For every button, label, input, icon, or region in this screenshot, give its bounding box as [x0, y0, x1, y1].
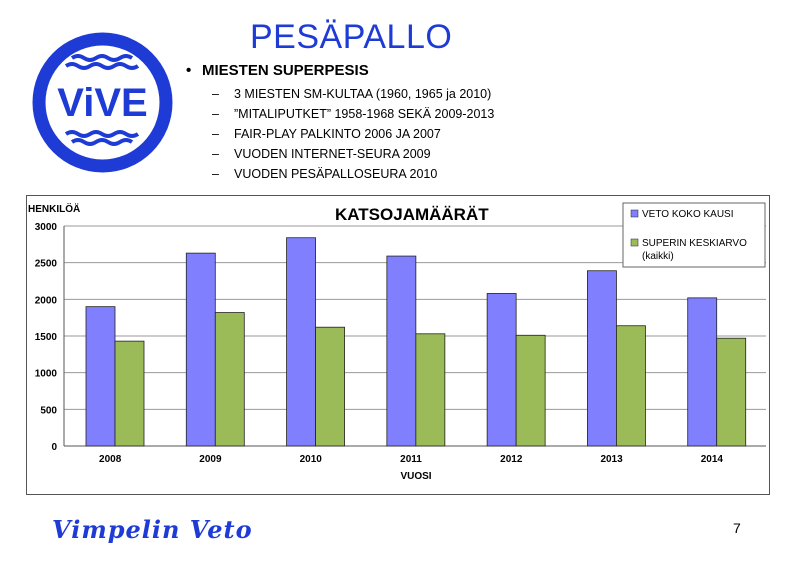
sub-item: – VUODEN INTERNET-SEURA 2009	[212, 144, 494, 164]
slide-title: PESÄPALLO	[250, 18, 453, 56]
dash-icon: –	[212, 127, 219, 141]
sub-list: – 3 MIESTEN SM-KULTAA (1960, 1965 ja 2010…	[212, 84, 494, 184]
y-tick-label: 1500	[35, 332, 58, 343]
page-number: 7	[733, 520, 741, 536]
y-axis-label: HENKILÖÄ	[28, 202, 80, 215]
legend-label: SUPERIN KESKIARVO	[642, 238, 747, 249]
bar-veto	[687, 297, 718, 447]
bar-veto	[486, 293, 517, 447]
legend-label-sub: (kaikki)	[642, 251, 674, 262]
y-tick-label: 3000	[35, 222, 58, 233]
sub-item: – FAIR-PLAY PALKINTO 2006 JA 2007	[212, 124, 494, 144]
sub-item: – ”MITALIPUTKET” 1958-1968 SEKÄ 2009-2013	[212, 104, 494, 124]
dash-icon: –	[212, 147, 219, 161]
x-axis-label: VUOSI	[400, 471, 431, 482]
dash-icon: –	[212, 107, 219, 121]
logo-text: ViVE	[57, 81, 147, 125]
y-tick-label: 1000	[35, 369, 58, 380]
dash-icon: –	[212, 87, 219, 101]
y-tick-label: 0	[51, 442, 57, 453]
sub-item-text: VUODEN INTERNET-SEURA 2009	[234, 147, 431, 161]
bar-superin	[616, 325, 646, 447]
bar-veto	[386, 255, 417, 447]
main-bullet: • MIESTEN SUPERPESIS	[186, 62, 369, 79]
bar-veto	[587, 270, 617, 447]
footer-logo: Vimpelin Veto	[52, 515, 253, 544]
bullet-dot-icon: •	[186, 62, 192, 79]
legend-swatch	[630, 209, 639, 218]
chart-title: KATSOJAMÄÄRÄT	[335, 205, 489, 224]
x-tick-label: 2008	[99, 454, 122, 465]
dash-icon: –	[212, 167, 219, 181]
y-tick-label: 2000	[35, 295, 58, 306]
y-tick-label: 2500	[35, 259, 58, 270]
sub-item: – VUODEN PESÄPALLOSEURA 2010	[212, 164, 494, 184]
y-tick-label: 500	[40, 405, 57, 416]
x-tick-label: 2009	[199, 454, 222, 465]
x-tick-label: 2014	[701, 454, 724, 465]
bar-superin	[214, 312, 245, 447]
sub-item-text: FAIR-PLAY PALKINTO 2006 JA 2007	[234, 127, 441, 141]
bar-superin	[415, 333, 446, 447]
bar-superin	[315, 326, 345, 447]
legend-swatch	[630, 238, 639, 247]
bar-veto	[185, 252, 216, 447]
vive-logo: ViVE	[32, 32, 173, 173]
attendance-chart: 0 500 1000 1500 2000 2500 3000 2008 2009 2010 2011…	[26, 195, 770, 495]
bar-veto	[286, 237, 316, 447]
legend-box	[622, 202, 766, 268]
x-tick-label: 2011	[400, 454, 422, 465]
legend-label: VETO KOKO KAUSI	[642, 209, 734, 220]
x-tick-label: 2012	[500, 454, 523, 465]
x-tick-label: 2013	[600, 454, 623, 465]
bar-superin	[515, 334, 546, 447]
bar-superin	[114, 340, 145, 447]
main-bullet-text: MIESTEN SUPERPESIS	[202, 62, 369, 79]
sub-item: – 3 MIESTEN SM-KULTAA (1960, 1965 ja 2010…	[212, 84, 494, 104]
bar-superin	[716, 337, 747, 447]
bar-veto	[85, 306, 116, 447]
x-tick-label: 2010	[300, 454, 323, 465]
sub-item-text: VUODEN PESÄPALLOSEURA 2010	[234, 167, 438, 181]
sub-item-text: 3 MIESTEN SM-KULTAA (1960, 1965 ja 2010)	[234, 87, 492, 101]
sub-item-text: ”MITALIPUTKET” 1958-1968 SEKÄ 2009-2013	[234, 107, 495, 121]
